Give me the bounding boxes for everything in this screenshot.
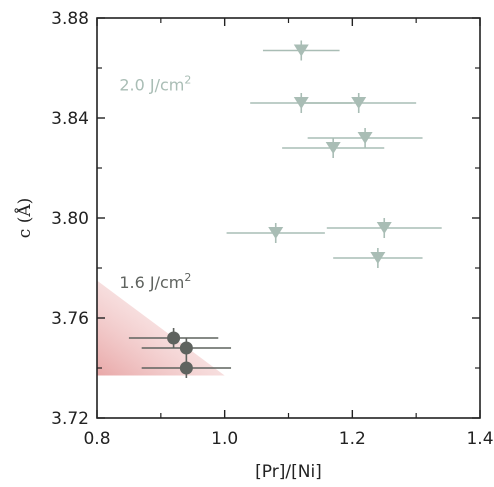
x-axis-title: [Pr]/[Ni] — [255, 462, 322, 482]
shaded-region — [97, 280, 225, 376]
triangle-marker — [293, 44, 309, 57]
triangle-marker — [351, 97, 367, 109]
y-tick-label: 3.88 — [51, 9, 89, 29]
y-tick-label: 3.72 — [51, 409, 89, 429]
y-tick-label: 3.84 — [51, 109, 89, 129]
y-axis-title: c (Å) — [14, 198, 35, 238]
y-tick-label: 3.80 — [51, 209, 89, 229]
x-tick-label: 1.0 — [211, 429, 238, 449]
circle-marker — [167, 331, 181, 345]
x-tick-label: 1.2 — [339, 429, 366, 449]
triangle-marker — [370, 252, 386, 264]
triangle-marker — [357, 132, 373, 144]
fluence-label: 2.0 J/cm2 — [119, 74, 191, 95]
x-tick-label: 0.8 — [83, 429, 110, 449]
x-tick-label: 1.4 — [466, 429, 493, 449]
triangle-marker — [293, 97, 309, 109]
fluence-label: 1.6 J/cm2 — [119, 271, 191, 292]
circle-marker — [179, 341, 193, 355]
circle-marker — [179, 361, 193, 375]
triangle-marker — [376, 222, 392, 234]
triangle-marker — [325, 142, 341, 154]
y-tick-label: 3.76 — [51, 309, 89, 329]
triangle-marker — [268, 227, 284, 239]
